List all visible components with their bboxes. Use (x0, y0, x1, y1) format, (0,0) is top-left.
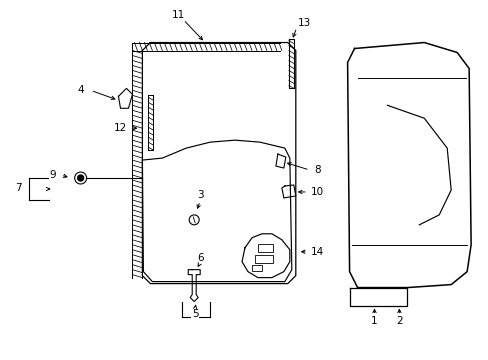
Bar (254, 255, 272, 263)
Text: 2: 2 (395, 316, 402, 327)
Text: 13: 13 (298, 18, 311, 28)
Bar (258, 244, 272, 252)
Text: 10: 10 (310, 187, 324, 197)
Text: 1: 1 (370, 316, 377, 327)
Text: 14: 14 (310, 247, 324, 257)
Text: 9: 9 (49, 170, 56, 180)
Text: 4: 4 (77, 85, 84, 95)
Circle shape (78, 175, 83, 181)
Text: 5: 5 (191, 310, 198, 319)
Text: 3: 3 (197, 190, 203, 200)
Text: 11: 11 (171, 10, 184, 20)
Text: 7: 7 (16, 183, 22, 193)
Text: 6: 6 (197, 253, 203, 263)
Text: 12: 12 (114, 123, 127, 133)
Bar (251, 265, 262, 271)
Text: 8: 8 (314, 165, 321, 175)
